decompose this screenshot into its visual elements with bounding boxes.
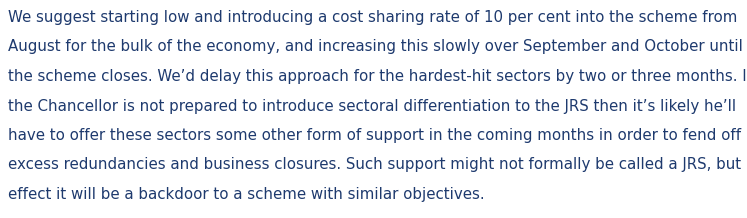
Text: have to offer these sectors some other form of support in the coming months in o: have to offer these sectors some other f… (8, 128, 741, 143)
Text: We suggest starting low and introducing a cost sharing rate of 10 per cent into : We suggest starting low and introducing … (8, 10, 737, 25)
Text: August for the bulk of the economy, and increasing this slowly over September an: August for the bulk of the economy, and … (8, 39, 743, 54)
Text: the scheme closes. We’d delay this approach for the hardest-hit sectors by two o: the scheme closes. We’d delay this appro… (8, 69, 747, 84)
Text: effect it will be a backdoor to a scheme with similar objectives.: effect it will be a backdoor to a scheme… (8, 187, 485, 202)
Text: excess redundancies and business closures. Such support might not formally be ca: excess redundancies and business closure… (8, 157, 747, 172)
Text: the Chancellor is not prepared to introduce sectoral differentiation to the JRS : the Chancellor is not prepared to introd… (8, 99, 736, 114)
